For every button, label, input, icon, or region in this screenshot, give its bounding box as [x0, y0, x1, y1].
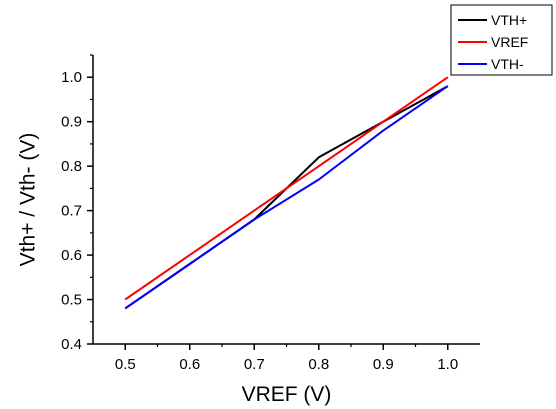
x-tick-label: 0.8 — [308, 356, 329, 373]
x-tick-label: 0.5 — [115, 356, 136, 373]
y-tick-label: 0.8 — [61, 158, 82, 175]
x-axis-title: VREF (V) — [242, 383, 332, 406]
x-tick-label: 1.0 — [437, 356, 458, 373]
y-tick-label: 0.9 — [61, 114, 82, 131]
y-tick-label: 0.4 — [61, 336, 82, 353]
legend-label: VREF — [491, 34, 528, 50]
legend: VTH+ VREF VTH- — [450, 4, 553, 76]
series-layer — [124, 76, 449, 310]
y-tick-label: 0.6 — [61, 247, 82, 264]
x-tick-label: 0.6 — [179, 356, 200, 373]
y-tick-label: 0.7 — [61, 203, 82, 220]
x-tick-label: 0.7 — [244, 356, 265, 373]
y-tick-label: 0.5 — [61, 292, 82, 309]
series-line-vth- — [124, 85, 449, 310]
legend-label: VTH+ — [491, 12, 527, 28]
y-tick-label: 1.0 — [61, 69, 82, 86]
axes — [87, 54, 480, 350]
y-axis-title: Vth+ / Vth- (V) — [17, 133, 40, 267]
x-tick-label: 0.9 — [373, 356, 394, 373]
tick-labels: 0.5 0.6 0.7 0.8 0.9 1.0 0.4 0.5 0.6 0.7 0.8 0.9 1.0 — [61, 69, 458, 373]
legend-label: VTH- — [491, 56, 524, 72]
series-line-vref — [124, 76, 449, 301]
